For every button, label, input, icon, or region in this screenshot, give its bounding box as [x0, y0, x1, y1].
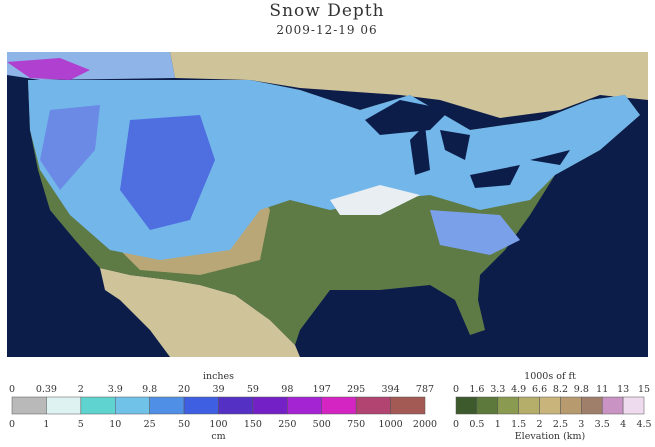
legend-tick-label: 250: [278, 419, 296, 430]
legend-swatch: [518, 396, 540, 415]
legend-swatch: [149, 396, 185, 415]
legend-tick-label: 3.9: [108, 384, 123, 395]
legend-swatch: [11, 396, 47, 415]
legend-tick-label: 0: [9, 384, 15, 395]
legend-swatch: [539, 396, 561, 415]
legend-tick-label: 1.6: [469, 384, 484, 395]
legend-tick-label: 59: [247, 384, 259, 395]
legend-swatch: [252, 396, 288, 415]
subtitle: 2009-12-19 06: [276, 23, 377, 37]
legend-swatch: [287, 396, 323, 415]
legend-tick-label: 8.2: [553, 384, 568, 395]
legend-tick-label: 39: [212, 384, 224, 395]
legend-tick-label: 3.3: [490, 384, 505, 395]
legend-tick-label: 1000: [378, 419, 402, 430]
legend-tick-label: 1.5: [511, 419, 526, 430]
legend-tick-label: 20: [178, 384, 190, 395]
legend-swatch: [321, 396, 357, 415]
legend-bottom-label: Elevation (km): [515, 431, 586, 442]
legend-swatch: [80, 396, 116, 415]
legend-tick-label: 0.39: [36, 384, 57, 395]
legend-tick-label: 2: [537, 419, 543, 430]
legend-tick-label: 1: [495, 419, 501, 430]
legend-tick-label: 2.5: [553, 419, 568, 430]
legend-tick-label: 197: [313, 384, 331, 395]
legend-tick-label: 1: [43, 419, 49, 430]
legend-tick-label: 787: [416, 384, 434, 395]
legend-bottom-label: cm: [211, 431, 225, 442]
legend-tick-label: 11: [596, 384, 608, 395]
legend-tick-label: 100: [209, 419, 227, 430]
map: [7, 52, 648, 357]
legend-tick-label: 4.5: [636, 419, 651, 430]
legend-swatch: [390, 396, 426, 415]
legend-tick-label: 13: [617, 384, 629, 395]
legend-swatch: [46, 396, 82, 415]
legend-swatch: [476, 396, 499, 415]
legend-tick-label: 3: [578, 419, 584, 430]
legend-swatch: [560, 396, 582, 415]
legend-tick-label: 9.8: [142, 384, 157, 395]
legend-tick-label: 4.9: [511, 384, 526, 395]
legend-tick-label: 3.5: [595, 419, 610, 430]
legend-tick-label: 2000: [413, 419, 437, 430]
legend-tick-label: 50: [178, 419, 190, 430]
legend-tick-label: 6.6: [532, 384, 547, 395]
legend-tick-label: 150: [244, 419, 262, 430]
legend-swatch: [455, 396, 478, 415]
legend-swatch: [183, 396, 219, 415]
legend-tick-label: 0: [453, 384, 459, 395]
legend-swatch: [622, 396, 645, 415]
legend-tick-label: 25: [144, 419, 156, 430]
legend-tick-label: 5: [78, 419, 84, 430]
legend-swatch: [355, 396, 391, 415]
legend-swatch: [218, 396, 254, 415]
legend-top-label: 1000s of ft: [524, 371, 576, 382]
legend-tick-label: 2: [78, 384, 84, 395]
legend-tick-label: 9.8: [574, 384, 589, 395]
legend-tick-label: 394: [382, 384, 400, 395]
legend-tick-label: 750: [347, 419, 365, 430]
legend-swatch: [581, 396, 603, 415]
title: Snow Depth: [269, 1, 384, 21]
legend-tick-label: 15: [638, 384, 650, 395]
legend-tick-label: 295: [347, 384, 365, 395]
legend-tick-label: 500: [313, 419, 331, 430]
legend-tick-label: 0: [9, 419, 15, 430]
legend-tick-label: 0: [453, 419, 459, 430]
legend-swatch: [115, 396, 150, 415]
legend-tick-label: 10: [109, 419, 121, 430]
legend-tick-label: 0.5: [469, 419, 484, 430]
legend-top-label: inches: [203, 371, 234, 382]
legend-swatch: [601, 396, 624, 415]
legend-tick-label: 4: [620, 419, 626, 430]
legend-tick-label: 98: [281, 384, 293, 395]
legend-swatch: [497, 396, 519, 415]
